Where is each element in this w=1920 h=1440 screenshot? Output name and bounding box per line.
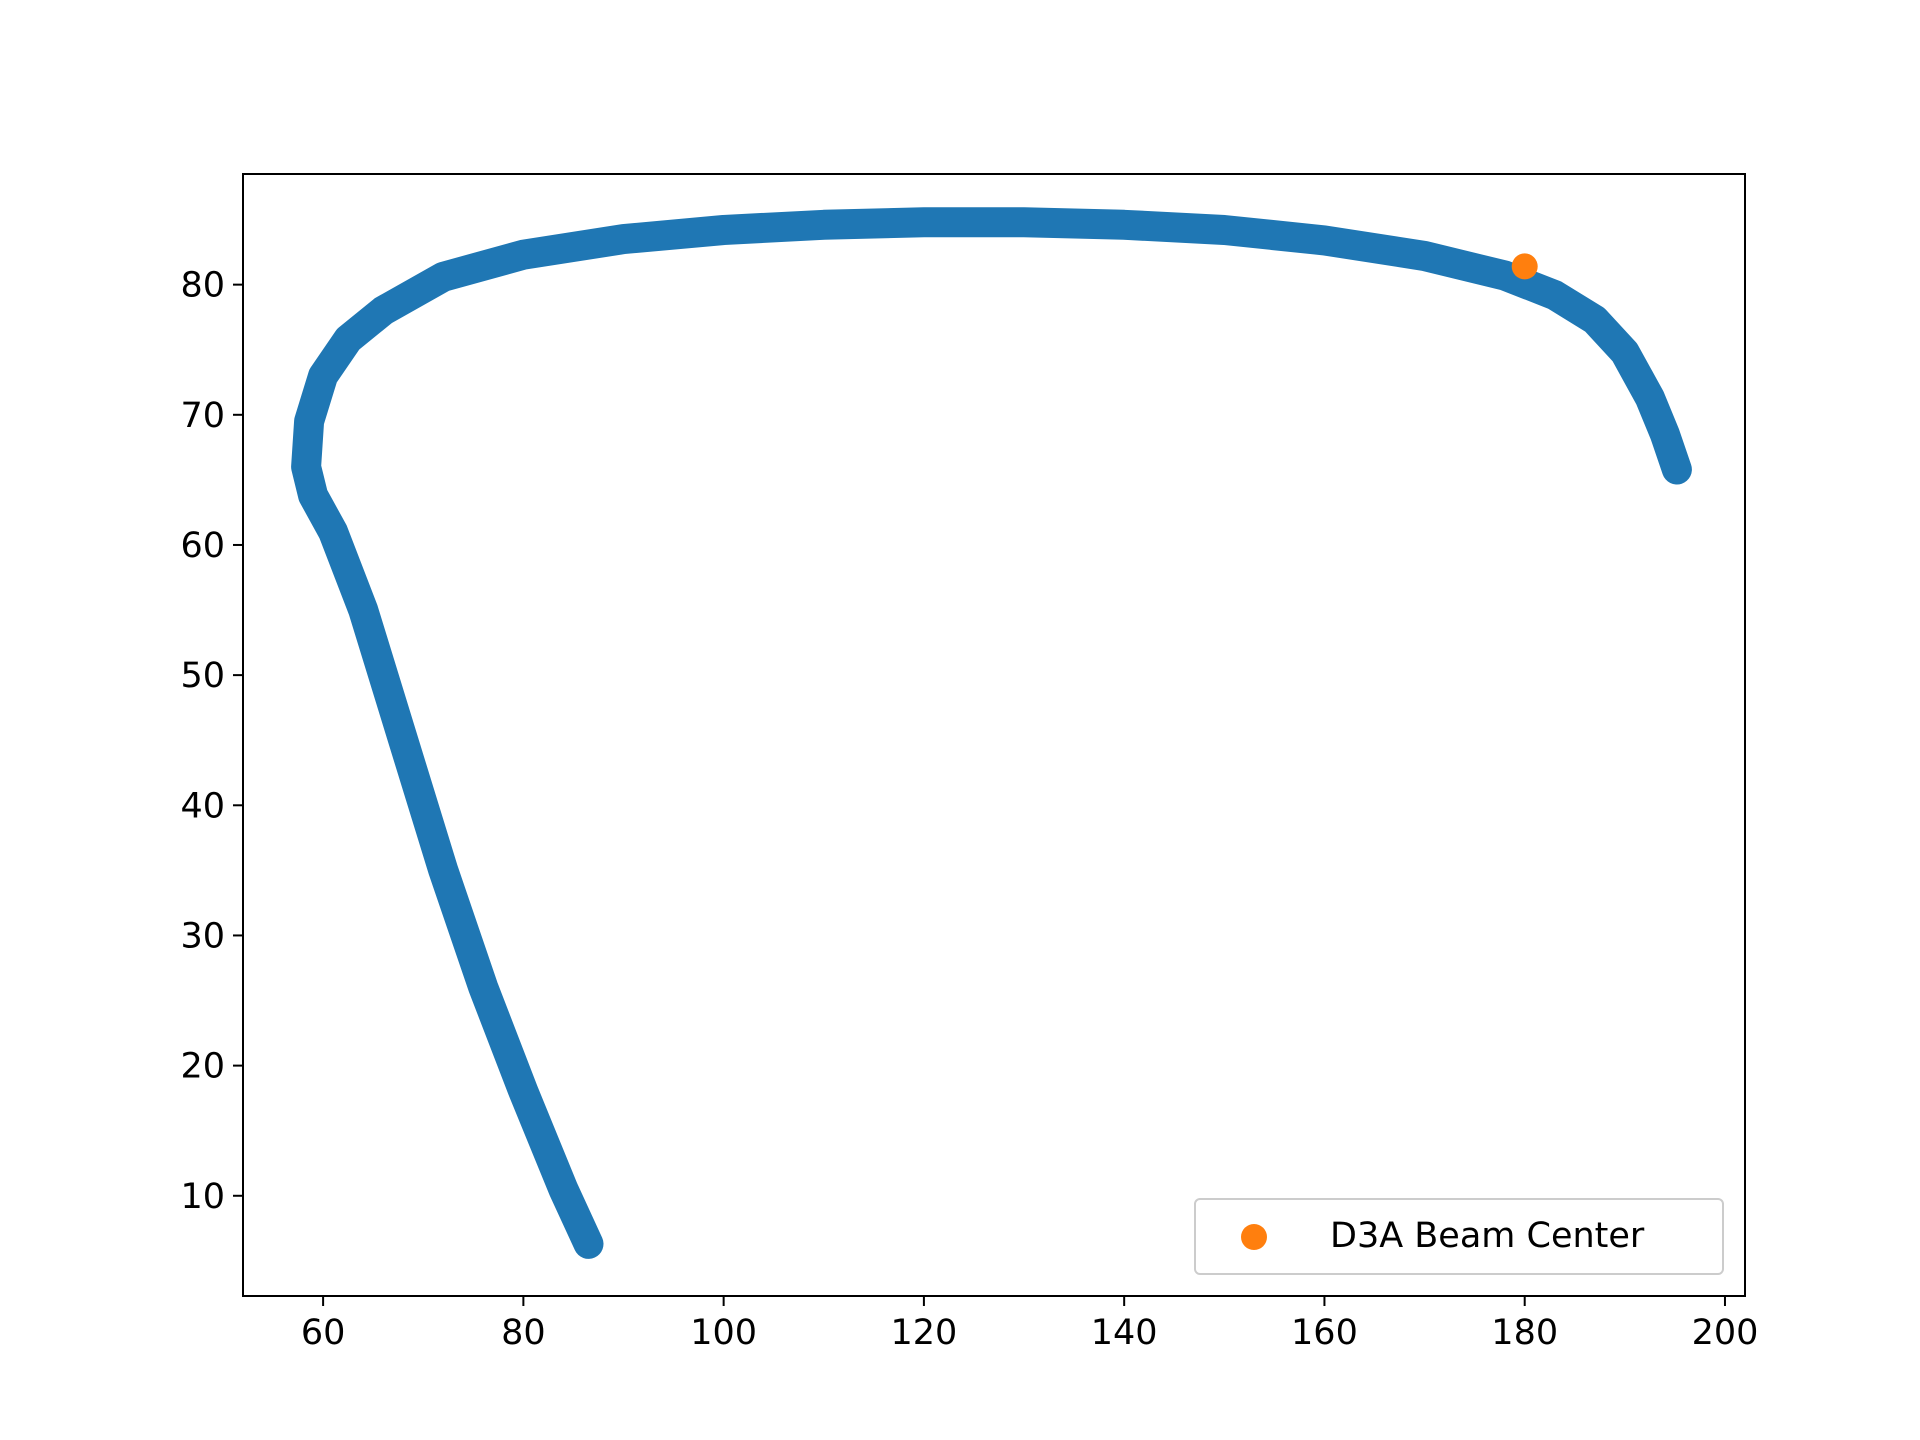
legend-box — [1194, 1198, 1724, 1275]
x-tick-label: 160 — [1291, 1313, 1358, 1353]
x-tick-label: 120 — [891, 1313, 958, 1353]
legend-marker-d3a-beam-center — [1241, 1224, 1267, 1250]
y-tick-label: 70 — [180, 396, 225, 436]
x-axis: 60 80 100 120 140 160 180 200 — [301, 1296, 1759, 1353]
x-tick-label: 60 — [301, 1313, 346, 1353]
y-tick-label: 60 — [180, 526, 225, 566]
y-axis: 10 20 30 40 50 60 70 80 — [180, 266, 243, 1217]
series-curve — [291, 207, 1692, 1259]
data-point-d3a-beam-center — [1511, 253, 1538, 280]
x-tick-label: 80 — [501, 1313, 546, 1353]
y-tick-label: 40 — [180, 786, 225, 826]
y-tick-label: 80 — [180, 266, 225, 306]
x-tick-label: 180 — [1491, 1313, 1558, 1353]
x-tick-label: 100 — [690, 1313, 757, 1353]
x-tick-label: 200 — [1692, 1313, 1759, 1353]
legend-label-d3a-beam-center: D3A Beam Center — [1330, 1216, 1645, 1256]
x-tick-label: 140 — [1091, 1313, 1158, 1353]
axes-frame — [242, 173, 1746, 1297]
y-tick-label: 10 — [180, 1177, 225, 1217]
y-tick-label: 20 — [180, 1047, 225, 1087]
y-tick-label: 30 — [180, 916, 225, 956]
legend: D3A Beam Center — [1194, 1198, 1724, 1275]
y-tick-label: 50 — [180, 656, 225, 696]
plot-area — [291, 207, 1692, 1259]
